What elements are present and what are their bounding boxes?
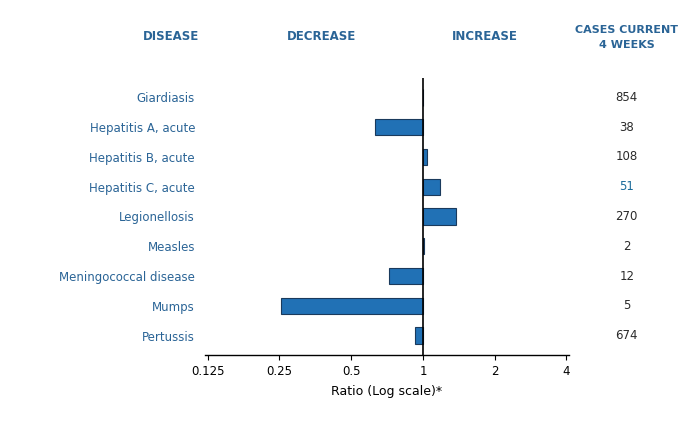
X-axis label: Ratio (Log scale)*: Ratio (Log scale)* [332,385,443,398]
Text: 674: 674 [616,329,638,342]
Text: 854: 854 [616,91,638,104]
Text: 270: 270 [616,210,638,223]
Text: DISEASE: DISEASE [142,30,199,43]
Bar [423,208,456,225]
Bar [415,327,423,344]
Text: CASES CURRENT: CASES CURRENT [575,25,678,35]
Text: 12: 12 [619,270,634,283]
Bar [423,178,440,195]
Text: 4 WEEKS: 4 WEEKS [599,40,655,50]
Bar [423,149,427,165]
Text: DECREASE: DECREASE [287,30,357,43]
Text: 38: 38 [619,121,634,134]
Bar [389,268,423,284]
Bar [375,119,423,135]
Text: 2: 2 [623,240,630,253]
Bar [423,238,424,255]
Text: INCREASE: INCREASE [452,30,518,43]
Text: 5: 5 [623,299,630,312]
Bar [282,298,423,314]
Text: 51: 51 [619,180,634,193]
Text: 108: 108 [616,150,638,163]
